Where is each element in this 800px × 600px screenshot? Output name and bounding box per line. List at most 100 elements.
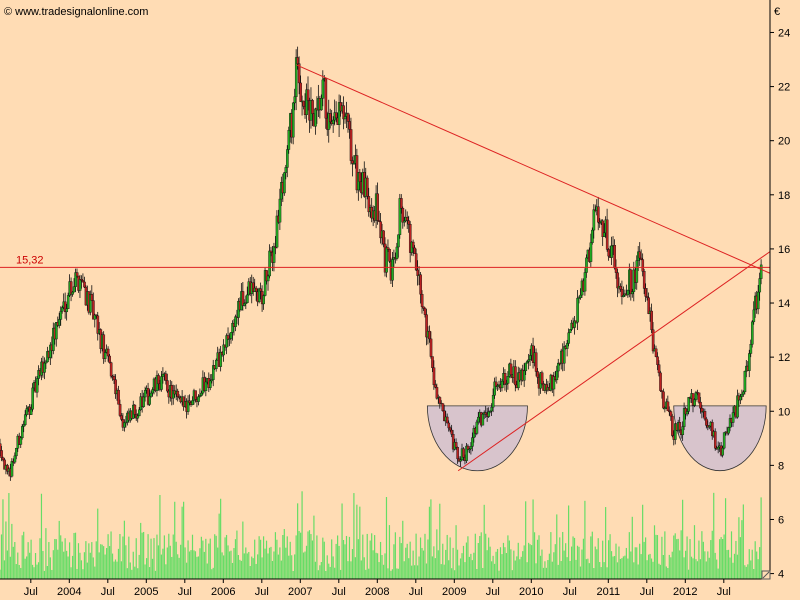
resize-handle-icon[interactable] [761,570,771,580]
candle-body [524,362,528,372]
candle-body [567,332,571,344]
candle-body [657,364,661,374]
candle-body [320,98,323,111]
candle-body [397,234,400,248]
candle-body [81,280,85,283]
candle-body [759,264,763,279]
candle-body [448,427,452,431]
volume-bars [0,491,762,579]
x-tick-label: 2008 [365,586,389,598]
candle-body [324,78,328,119]
candle-body [487,411,491,417]
candle-body [321,79,325,99]
x-tick-label: 2006 [211,586,235,598]
candle-body [666,401,670,412]
candle-body [681,426,685,436]
candle-body [349,129,353,161]
candle-body [462,448,465,458]
candle-body [644,288,648,297]
candle-body [74,272,77,287]
candle-body [408,224,412,253]
candle-body [607,249,610,257]
candle-body [166,380,169,392]
candle-body [536,371,539,378]
candle-body [191,400,194,405]
candle-body [302,100,305,107]
candle-body [0,443,2,451]
candle-body [491,395,495,408]
candle-body [254,287,258,292]
x-tick-label: 2009 [442,586,466,598]
rounding-bottom-patterns [426,405,767,472]
candle-body [602,232,606,237]
candle-body [120,415,123,420]
x-tick-label: Jul [717,586,731,598]
candle-body [576,297,579,323]
candle-body [629,269,633,295]
currency-label: € [774,6,780,18]
candle-body [425,314,428,338]
candle-body [687,397,690,412]
candle-body [756,291,760,310]
candle-body [72,286,76,293]
candle-body [477,416,480,423]
candle-body [454,442,458,448]
candle-body [622,295,625,297]
candle-body [382,230,385,245]
candle-body [407,220,411,225]
candle-body [31,387,34,410]
candle-body [244,302,248,304]
candle-body [296,57,300,65]
candle-body [293,96,297,104]
candle-body [555,370,559,381]
trendline-resistance [296,64,771,274]
candle-body [306,89,310,101]
candle-body [721,447,725,456]
candle-body [573,320,576,328]
candle-body [694,392,698,400]
candle-body [25,408,29,415]
candle-body [752,309,756,323]
candle-body [188,400,191,403]
candle-body [194,390,197,400]
candle-body [743,370,747,393]
candle-body [650,310,653,331]
candle-body [114,379,117,395]
candle-body [610,245,613,258]
candle-body [514,366,517,386]
candle-body [395,246,399,259]
candle-body [391,259,394,281]
candle-body [619,285,622,290]
candle-body [638,251,642,259]
candle-body [641,259,645,272]
candle-body [400,198,403,209]
candle-body [331,119,335,124]
candle-body [21,426,24,439]
candle-body [136,415,140,419]
x-tick-label: 2011 [596,586,620,598]
candle-body [749,344,753,354]
candle-body [297,63,301,84]
candle-body [358,172,362,182]
candle-body [616,272,619,289]
candle-body [55,322,58,340]
candle-body [699,401,702,409]
candle-body [693,399,696,406]
candle-body [43,362,46,373]
candle-body [716,446,720,450]
candle-body [259,288,263,292]
candle-body [346,113,350,122]
candle-body [659,372,662,391]
candle-body [671,415,674,436]
candle-body [329,113,332,123]
candle-body [234,316,237,327]
y-tick-label: 18 [778,190,790,202]
bowl-2 [673,405,767,472]
candle-body [334,112,338,119]
candle-body [366,177,369,197]
candle-body [674,423,677,440]
candle-body [423,308,427,315]
x-tick-label: 2005 [134,586,158,598]
resize-handle-icon-mark [762,571,770,579]
y-tick-label: 24 [778,27,790,39]
